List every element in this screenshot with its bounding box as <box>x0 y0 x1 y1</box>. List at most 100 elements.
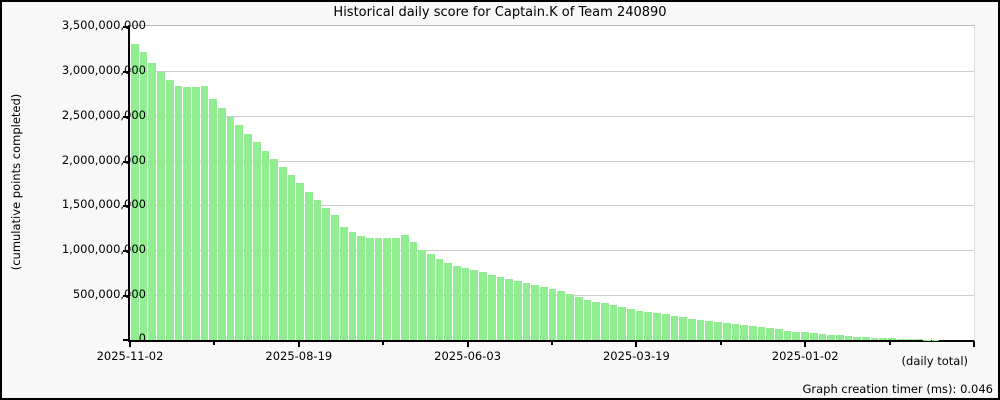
bar <box>757 327 766 340</box>
bar <box>322 207 331 340</box>
bar <box>278 167 287 340</box>
x-major-tick <box>804 342 807 347</box>
x-minor-tick <box>213 342 216 345</box>
bar <box>313 199 322 340</box>
bar <box>661 314 670 340</box>
bar <box>157 71 165 340</box>
bar <box>374 238 383 340</box>
bar <box>888 338 896 340</box>
bar <box>400 234 409 340</box>
bar <box>688 318 696 340</box>
bar <box>209 98 218 340</box>
bar <box>618 306 627 340</box>
bar <box>496 276 505 340</box>
bar <box>357 235 365 340</box>
y-tick <box>123 339 128 341</box>
x-tick-label: 2025-11-02 <box>96 349 164 363</box>
bar <box>775 329 783 340</box>
bar <box>131 43 139 340</box>
y-tick-label: 0 <box>138 331 146 345</box>
x-major-tick <box>129 342 131 347</box>
bar <box>705 320 714 340</box>
y-tick <box>123 250 128 253</box>
gridline <box>130 160 974 162</box>
bar <box>270 159 278 340</box>
gridline <box>130 115 974 117</box>
x-tick-label: 2025-06-03 <box>434 349 502 363</box>
y-tick-label: 1,000,000,000 <box>61 242 146 257</box>
y-tick-label: 500,000,000 <box>72 287 146 302</box>
x-minor-tick <box>888 342 891 345</box>
bar <box>453 265 461 340</box>
gridline <box>130 250 974 252</box>
y-tick <box>123 26 128 28</box>
bar <box>557 291 566 340</box>
bar <box>540 287 548 340</box>
bar <box>566 294 574 340</box>
bar <box>392 238 400 340</box>
bar <box>183 87 191 340</box>
x-tick-label: 2025-01-02 <box>771 349 839 363</box>
bar <box>470 270 479 340</box>
bar <box>365 237 374 340</box>
bar <box>914 339 922 340</box>
bar <box>444 262 453 340</box>
bar <box>505 279 513 340</box>
bar <box>383 238 392 340</box>
bar <box>853 336 862 340</box>
bar <box>862 337 870 340</box>
bar <box>627 308 635 340</box>
bar <box>305 191 313 340</box>
bar <box>548 289 557 340</box>
bar <box>331 215 339 340</box>
bar <box>644 311 653 340</box>
bar-series <box>130 26 974 340</box>
bar <box>339 227 348 340</box>
bar <box>783 330 792 340</box>
x-axis-note: (daily total) <box>901 354 968 368</box>
x-minor-tick <box>382 342 385 345</box>
bar <box>670 315 679 340</box>
bar <box>531 285 540 340</box>
x-major-tick <box>297 342 300 347</box>
bar <box>296 183 305 340</box>
bar <box>418 249 426 340</box>
plot-area: 2025-11-02 2025-08-19 2025-06-03 2025-03-19… <box>97 25 975 363</box>
bar <box>461 267 470 340</box>
bar <box>792 331 801 340</box>
bar <box>809 333 818 340</box>
bar <box>487 274 496 340</box>
bar <box>740 325 748 340</box>
bar <box>522 283 531 340</box>
bar <box>600 303 609 340</box>
bar <box>574 296 583 340</box>
gridline <box>130 70 974 72</box>
bar <box>801 332 809 340</box>
y-tick <box>123 160 128 163</box>
bar <box>696 319 705 340</box>
footer-timer-note: Graph creation timer (ms): 0.046 <box>802 382 993 396</box>
y-tick <box>123 205 128 208</box>
y-tick-label: 1,500,000,000 <box>61 197 146 212</box>
bar <box>583 299 592 340</box>
bar <box>244 133 252 340</box>
bar <box>766 328 775 340</box>
bar <box>879 338 888 340</box>
bar <box>513 281 522 340</box>
bar <box>870 337 879 340</box>
x-minor-tick <box>719 342 722 345</box>
bar <box>426 254 435 340</box>
bar <box>844 335 853 340</box>
y-tick-label: 2,000,000,000 <box>61 152 146 167</box>
bar <box>409 242 418 340</box>
x-major-tick <box>466 342 469 347</box>
y-tick <box>123 115 128 118</box>
bar <box>635 310 644 340</box>
y-tick <box>123 295 128 298</box>
bar <box>218 107 226 340</box>
bar <box>479 272 487 340</box>
bar <box>818 333 827 340</box>
bar <box>896 338 905 340</box>
y-tick-label: 3,000,000,000 <box>61 62 146 77</box>
